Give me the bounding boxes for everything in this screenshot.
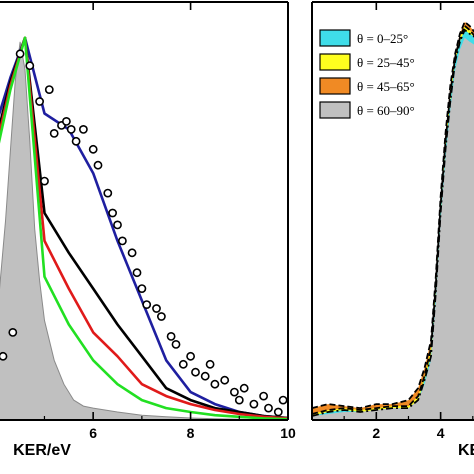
scatter-point	[264, 403, 273, 413]
area-series-4	[312, 37, 474, 420]
legend-swatch	[319, 101, 351, 119]
legend-label: θ = 60–90°	[357, 103, 415, 118]
scatter-point	[108, 208, 117, 218]
scatter-point	[0, 351, 8, 361]
legend-swatch	[319, 29, 351, 47]
scatter-point	[62, 117, 71, 126]
scatter-point	[127, 248, 137, 258]
scatter-point	[229, 387, 239, 397]
scatter-point	[220, 375, 230, 385]
legend-label: θ = 45–65°	[357, 79, 415, 94]
scatter-point	[239, 383, 249, 393]
scatter-point	[137, 284, 147, 293]
scatter-point	[178, 359, 188, 369]
x-tick-label: 10	[280, 425, 296, 441]
x-tick-label: 2	[372, 425, 380, 441]
scatter-point	[113, 220, 122, 230]
legend-swatch	[319, 77, 351, 95]
scatter-point	[103, 188, 113, 198]
scatter-point	[44, 85, 54, 94]
scatter-point	[234, 395, 244, 405]
scatter-point	[79, 124, 88, 134]
left-chart-panel: 46810KER/eV	[0, 1, 296, 459]
scatter-point	[166, 331, 176, 341]
right-chart-panel: 2 4 KER θ = 0–25° θ = 25–45° θ = 45–65° θ = 60…	[311, 1, 474, 459]
scatter-point	[40, 176, 49, 186]
scatter-point	[66, 124, 76, 134]
legend: θ = 0–25° θ = 25–45° θ = 45–65° θ = 60–90°	[319, 29, 415, 119]
scatter-point	[205, 359, 215, 369]
x-tick-label: 6	[89, 425, 97, 441]
scatter-point	[278, 395, 288, 405]
scatter-point	[8, 327, 18, 337]
legend-swatch	[319, 53, 351, 71]
scatter-point	[15, 49, 25, 59]
x-tick-label: 8	[187, 425, 195, 441]
scatter-point	[132, 268, 142, 278]
scatter-point	[88, 144, 98, 154]
x-tick-label: 4	[437, 425, 445, 441]
scatter-point	[25, 61, 35, 71]
scatter-point	[249, 399, 259, 409]
scatter-point	[259, 391, 268, 401]
scatter-point	[152, 304, 161, 313]
area-outline-2	[311, 24, 474, 415]
area-outline-1	[311, 28, 474, 417]
scatter-point	[210, 379, 220, 389]
x-axis-title: KER	[458, 442, 474, 459]
scatter-point	[93, 160, 103, 170]
scatter-point	[142, 300, 152, 309]
scatter-point	[156, 312, 166, 321]
legend-label: θ = 25–45°	[357, 55, 415, 70]
scatter-point	[35, 97, 44, 106]
scatter-point	[273, 407, 283, 417]
legend-label: θ = 0–25°	[357, 31, 408, 46]
scatter-point	[49, 128, 59, 138]
scatter-point	[186, 351, 195, 361]
scatter-point	[71, 136, 81, 146]
scatter-point	[171, 339, 181, 349]
x-axis-title: KER/eV	[13, 442, 71, 459]
scatter-point	[191, 367, 200, 377]
grey-distribution-area	[0, 41, 288, 421]
area-outline-3	[311, 20, 474, 410]
scatter-point	[200, 371, 210, 381]
scatter-point	[118, 236, 127, 246]
series-line-4	[0, 36, 289, 421]
